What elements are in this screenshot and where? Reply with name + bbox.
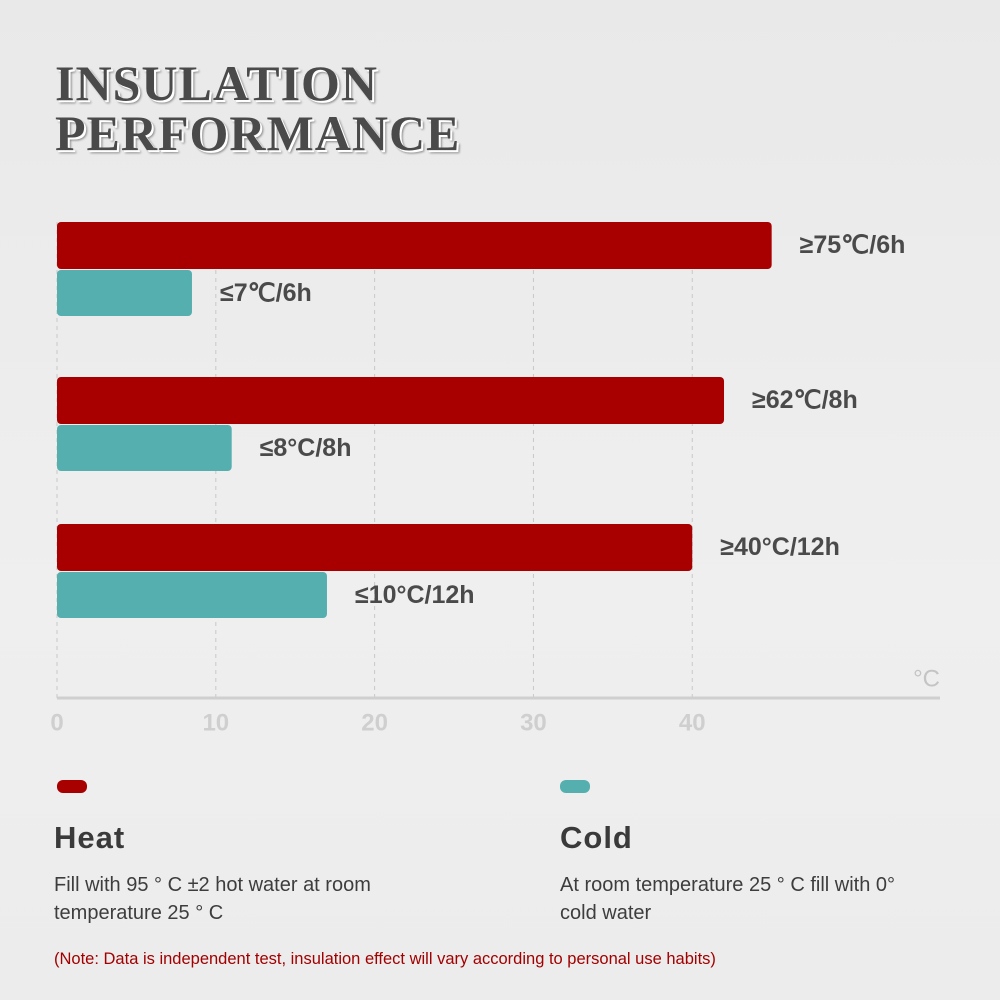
bar [57, 425, 232, 471]
x-tick-label: 10 [202, 709, 229, 736]
x-tick-label: 20 [361, 709, 388, 736]
legend-swatch [57, 780, 87, 793]
bar [57, 222, 772, 269]
x-axis-unit: °C [913, 665, 940, 692]
bar-label: ≤8°C/8h [260, 434, 352, 462]
bar-label: ≤10°C/12h [355, 581, 475, 609]
bar-label: ≥40°C/12h [720, 533, 840, 561]
x-tick-label: 40 [679, 709, 706, 736]
legend-label: Cold [560, 820, 633, 855]
bar-label: ≥62℃/8h [752, 386, 858, 414]
chart-title: INSULATION PERFORMANCE [55, 55, 461, 161]
bar [57, 270, 192, 316]
legend-description: Fill with 95 ° C ±2 hot water at room te… [54, 874, 371, 924]
bar [57, 524, 693, 571]
bar-label: ≥75℃/6h [800, 231, 906, 259]
legend-label: Heat [54, 820, 126, 855]
x-tick-label: 0 [50, 709, 63, 736]
note: (Note: Data is independent test, insulat… [54, 950, 716, 968]
legend-description: At room temperature 25 ° C fill with 0° … [560, 874, 896, 924]
bar-label: ≤7℃/6h [220, 279, 312, 307]
x-tick-label: 30 [520, 709, 547, 736]
bar [57, 572, 327, 618]
bar [57, 377, 725, 424]
legend-swatch [560, 780, 590, 793]
